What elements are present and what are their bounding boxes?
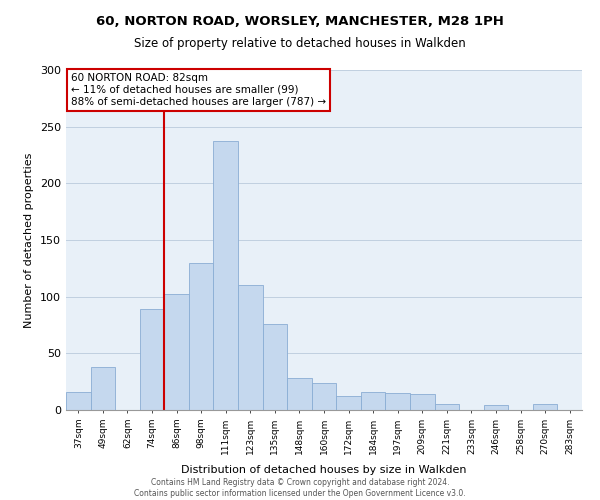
Bar bbox=[91, 367, 115, 410]
Text: Contains HM Land Registry data © Crown copyright and database right 2024.
Contai: Contains HM Land Registry data © Crown c… bbox=[134, 478, 466, 498]
Bar bbox=[434, 404, 459, 410]
Y-axis label: Number of detached properties: Number of detached properties bbox=[25, 152, 34, 328]
Bar bbox=[385, 393, 410, 410]
Bar bbox=[66, 392, 91, 410]
Bar bbox=[361, 392, 385, 410]
Bar bbox=[263, 324, 287, 410]
Text: Size of property relative to detached houses in Walkden: Size of property relative to detached ho… bbox=[134, 38, 466, 51]
Bar bbox=[140, 309, 164, 410]
Bar bbox=[287, 378, 312, 410]
Bar bbox=[533, 404, 557, 410]
Bar bbox=[189, 262, 214, 410]
Bar bbox=[214, 142, 238, 410]
Bar bbox=[410, 394, 434, 410]
X-axis label: Distribution of detached houses by size in Walkden: Distribution of detached houses by size … bbox=[181, 465, 467, 475]
Bar bbox=[336, 396, 361, 410]
Text: 60 NORTON ROAD: 82sqm
← 11% of detached houses are smaller (99)
88% of semi-deta: 60 NORTON ROAD: 82sqm ← 11% of detached … bbox=[71, 74, 326, 106]
Bar bbox=[312, 383, 336, 410]
Bar bbox=[164, 294, 189, 410]
Bar bbox=[484, 406, 508, 410]
Bar bbox=[238, 286, 263, 410]
Text: 60, NORTON ROAD, WORSLEY, MANCHESTER, M28 1PH: 60, NORTON ROAD, WORSLEY, MANCHESTER, M2… bbox=[96, 15, 504, 28]
